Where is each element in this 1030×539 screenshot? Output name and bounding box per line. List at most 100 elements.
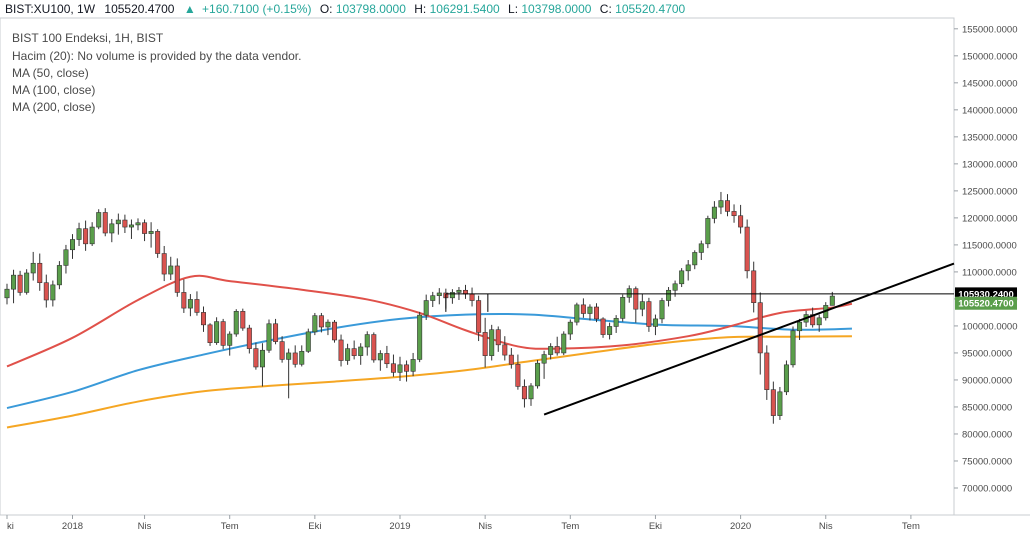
candle-body-up <box>790 330 796 366</box>
legend-volume[interactable]: Hacim (20): No volume is provided by the… <box>12 49 301 63</box>
close-value: 105520.4700 <box>615 2 685 16</box>
candle-body-up <box>652 318 658 327</box>
legend-ma50[interactable]: MA (50, close) <box>12 66 89 80</box>
candle <box>404 360 410 382</box>
candle-body-up <box>541 354 547 364</box>
candle <box>24 269 30 295</box>
candle-body-down <box>207 324 213 343</box>
candle <box>777 386 783 420</box>
candle <box>181 279 187 313</box>
candle-body-up <box>783 364 789 393</box>
candle-body-down <box>770 389 776 416</box>
candle-body-down <box>521 386 527 400</box>
candle <box>187 294 193 317</box>
candle-body-up <box>456 289 462 293</box>
candle-body-up <box>613 318 619 327</box>
x-tick-label: Eki <box>649 521 662 532</box>
candle <box>548 343 554 360</box>
trendline[interactable] <box>543 262 955 416</box>
y-tick-label: 70000.0000 <box>962 483 1012 494</box>
candle <box>43 274 49 308</box>
candle-body-up <box>70 239 76 251</box>
candle-body-up <box>299 351 305 365</box>
high-label: H: <box>414 2 426 16</box>
candle <box>449 289 455 304</box>
candle <box>135 218 141 231</box>
candle-body-down <box>279 341 285 360</box>
x-tick-label: Eki <box>308 521 321 532</box>
ma50-line <box>6 274 853 368</box>
y-tick-label: 155000.0000 <box>962 24 1017 35</box>
legend-ma100[interactable]: MA (100, close) <box>12 83 95 97</box>
candle <box>692 250 698 270</box>
candle-body-down <box>404 364 410 372</box>
candle <box>56 261 62 290</box>
candle-body-up <box>312 315 318 333</box>
candle-body-up <box>659 300 665 320</box>
candle <box>148 222 154 248</box>
candle <box>161 245 167 282</box>
y-tick-label: 125000.0000 <box>962 186 1017 197</box>
candle-body-up <box>528 385 534 400</box>
candle-body-down <box>757 302 763 354</box>
low-label: L: <box>508 2 518 16</box>
legend-series[interactable]: BIST 100 Endeksi, 1H, BIST <box>12 31 164 45</box>
candle-body-down <box>37 262 43 284</box>
candle-body-up <box>128 224 134 228</box>
candle <box>109 218 115 243</box>
candle-body-down <box>390 363 396 373</box>
candle <box>220 318 226 350</box>
candle-body-down <box>495 329 501 346</box>
candle-body-up <box>148 231 154 234</box>
candle-body-up <box>679 270 685 285</box>
candle <box>286 348 292 399</box>
candle <box>115 213 121 235</box>
candle <box>63 244 69 274</box>
candle <box>580 298 586 318</box>
candle <box>292 345 298 368</box>
candle-body-down <box>593 306 599 320</box>
candle <box>724 194 730 217</box>
candle <box>331 319 337 343</box>
candle-body-up <box>423 300 429 316</box>
y-tick-label: 100000.0000 <box>962 321 1017 332</box>
candle-body-down <box>724 200 730 212</box>
candle <box>790 326 796 368</box>
y-tick-label: 140000.0000 <box>962 105 1017 116</box>
candle-body-down <box>318 315 324 328</box>
candle-body-up <box>489 329 495 356</box>
open-label: O: <box>320 2 333 16</box>
candle-body-down <box>580 304 586 314</box>
candle-body-up <box>56 265 62 286</box>
candle <box>89 222 95 246</box>
candle <box>384 345 390 369</box>
time-axis[interactable]: ki 2018 Nis Tem Eki 2019 Nis Tem Eki 2020 Nis Tem <box>6 515 920 532</box>
price-axis[interactable]: 155000.0000 150000.0000 145000.0000 140000.… <box>954 24 1017 494</box>
y-tick-label: 115000.0000 <box>962 240 1017 251</box>
candle <box>679 268 685 288</box>
plot-area[interactable] <box>0 17 955 516</box>
candle-body-up <box>377 353 383 361</box>
candle <box>397 356 403 382</box>
candle <box>358 343 364 365</box>
candle <box>155 229 161 258</box>
candle-body-down <box>731 211 737 217</box>
candle-body-up <box>135 222 141 226</box>
candle <box>613 315 619 333</box>
candle <box>738 204 744 234</box>
candle-body-up <box>259 349 265 368</box>
candle <box>371 332 377 363</box>
candle-body-up <box>567 321 573 335</box>
x-tick-label: Tem <box>221 521 239 532</box>
candle <box>659 297 665 324</box>
candle <box>207 323 213 346</box>
x-tick-label: Tem <box>902 521 920 532</box>
candle-body-down <box>515 363 521 387</box>
y-tick-label: 90000.0000 <box>962 375 1012 386</box>
x-tick-label: ki <box>7 521 14 532</box>
candle <box>102 208 108 237</box>
candle-body-down <box>194 299 200 313</box>
candle-body-down <box>764 352 770 390</box>
legend-ma200[interactable]: MA (200, close) <box>12 100 95 114</box>
candle-body-up <box>548 346 554 355</box>
